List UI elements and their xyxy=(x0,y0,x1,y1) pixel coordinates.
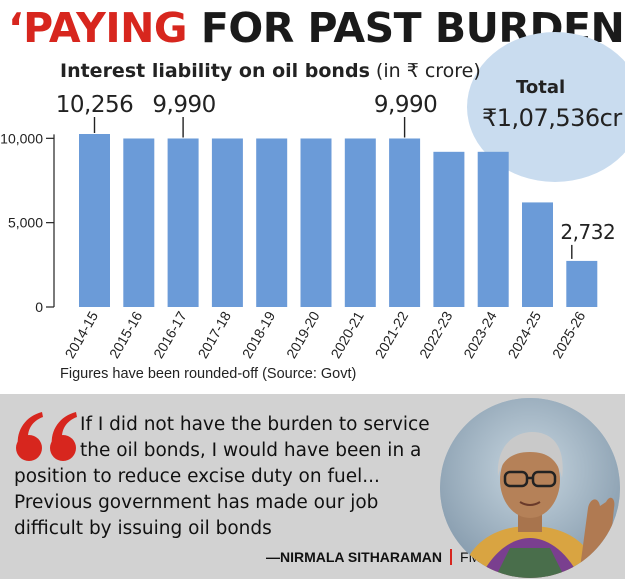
x-tick-label: 2015-16 xyxy=(106,308,146,361)
chart-unit: (in ₹ crore) xyxy=(369,60,481,82)
total-value: ₹1,07,536cr xyxy=(482,104,622,132)
x-tick-label: 2014-15 xyxy=(62,308,102,361)
bar-2022-23 xyxy=(433,151,465,307)
bar-2018-19 xyxy=(256,138,288,307)
x-tick-label: 2017-18 xyxy=(194,308,234,361)
x-tick-label: 2024-25 xyxy=(505,308,545,361)
quote-text: If I did not have the burden to service … xyxy=(14,412,440,542)
quote-line: the oil bonds, I would have been in a xyxy=(80,440,422,461)
bar-2021-22 xyxy=(389,138,421,307)
total-label: Total xyxy=(516,77,566,98)
x-tick-label: 2016-17 xyxy=(150,308,190,361)
x-tick-label: 2021-22 xyxy=(372,308,412,361)
bar-2020-21 xyxy=(344,138,376,307)
bar-2017-18 xyxy=(211,138,243,307)
opening-quote-icon xyxy=(16,412,77,461)
x-tick-label: 2025-26 xyxy=(549,308,589,361)
attribution-divider xyxy=(450,549,453,565)
quote-line: difficult by issuing oil bonds xyxy=(14,518,272,539)
bar-2019-20 xyxy=(300,138,332,307)
data-label: 9,990 xyxy=(374,92,437,118)
bar-chart: 0 5,000 10,000 2014-15 2015-16 2016-17 2017-18… xyxy=(0,92,616,361)
bar-2015-16 xyxy=(123,138,155,307)
bar-2023-24 xyxy=(477,151,509,307)
quote-line: position to reduce excise duty on fuel..… xyxy=(14,466,380,487)
quote-line: Previous government has made our job xyxy=(14,492,379,513)
chart-title: Interest liability on oil bonds xyxy=(60,60,370,82)
footnote: Figures have been rounded-off (Source: G… xyxy=(60,366,357,382)
attribution: —NIRMALA SITHARAMAN FM xyxy=(266,549,480,565)
headline-red-part: ‘PAYING xyxy=(8,4,188,52)
y-tick-label: 5,000 xyxy=(8,215,43,231)
quote-line: If I did not have the burden to service xyxy=(80,414,430,435)
data-label: 2,732 xyxy=(560,220,615,244)
bar-2025-26 xyxy=(566,260,598,307)
x-tick-label: 2022-23 xyxy=(416,308,456,361)
x-tick-label: 2018-19 xyxy=(239,308,279,361)
bar-2016-17 xyxy=(167,138,199,307)
portrait-illustration xyxy=(440,398,620,578)
x-tick-label: 2020-21 xyxy=(327,308,367,361)
x-tick-label: 2023-24 xyxy=(460,308,500,361)
x-tick-label: 2019-20 xyxy=(283,308,323,361)
speaker-name: —NIRMALA SITHARAMAN xyxy=(266,549,443,565)
y-tick-label: 10,000 xyxy=(0,130,43,146)
data-label: 9,990 xyxy=(152,92,215,118)
speaker-portrait xyxy=(440,398,620,578)
y-tick-label: 0 xyxy=(35,299,43,315)
data-label: 10,256 xyxy=(56,92,133,118)
bar-2024-25 xyxy=(522,202,553,307)
bar-2014-15 xyxy=(79,134,110,307)
chart-subtitle: Interest liability on oil bonds (in ₹ cr… xyxy=(60,60,481,82)
